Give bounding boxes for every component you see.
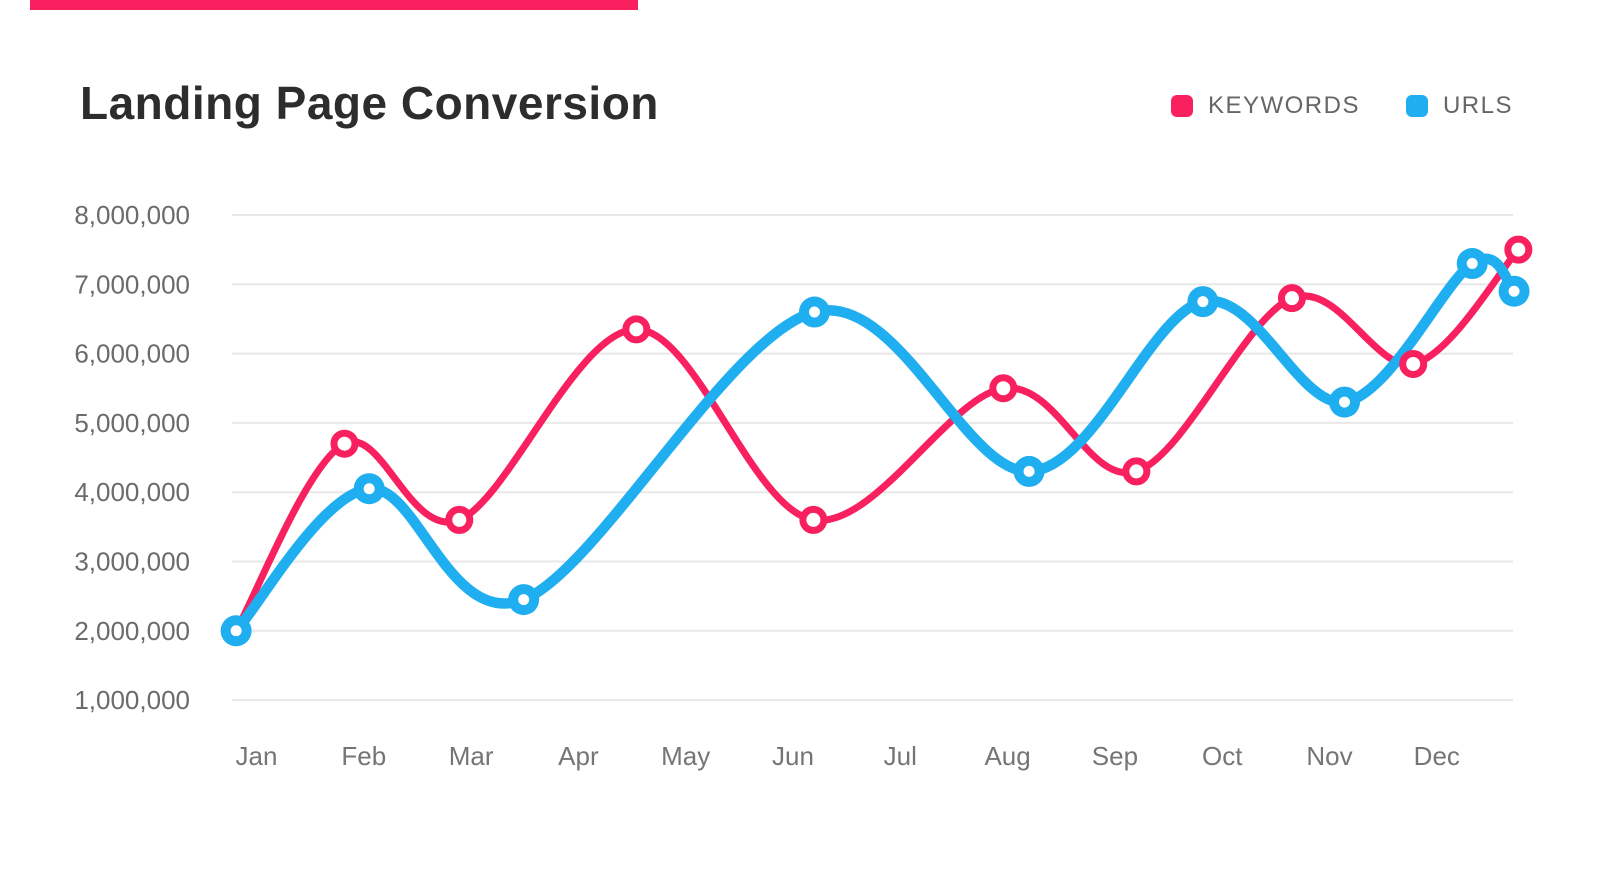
keywords-legend-label: KEYWORDS <box>1207 92 1360 119</box>
urls-point-marker-hole <box>1023 465 1035 477</box>
x-tick-label: Sep <box>1092 741 1138 771</box>
keywords-line <box>232 246 1522 635</box>
x-tick-label: Oct <box>1202 741 1243 771</box>
x-tick-label: Jul <box>884 741 917 771</box>
page-title: Landing Page Conversion <box>80 77 659 129</box>
keywords-point-marker <box>445 505 474 534</box>
keywords-point-marker <box>622 315 651 344</box>
urls-point-marker-hole <box>230 625 242 637</box>
x-tick-label: Jun <box>772 741 814 771</box>
x-tick-label: Mar <box>449 741 494 771</box>
y-tick-label: 5,000,000 <box>74 408 190 438</box>
urls-point-marker-hole <box>518 594 530 606</box>
y-tick-label: 1,000,000 <box>74 685 190 715</box>
urls-swatch <box>1405 95 1428 117</box>
urls-point-marker-hole <box>1197 296 1209 308</box>
y-tick-label: 4,000,000 <box>74 477 190 507</box>
keywords-point-marker <box>330 429 359 458</box>
keywords-point-marker <box>1277 284 1306 313</box>
x-tick-label: Dec <box>1414 741 1460 771</box>
y-tick-label: 7,000,000 <box>74 269 190 299</box>
urls-legend-label: URLS <box>1442 92 1513 119</box>
y-tick-label: 3,000,000 <box>74 547 190 577</box>
keywords-point-marker <box>799 505 828 534</box>
urls-point-marker-hole <box>1339 396 1351 408</box>
keywords-point-marker <box>1504 235 1533 264</box>
x-tick-label: Nov <box>1306 741 1352 771</box>
keywords-point-marker <box>1122 457 1151 486</box>
urls-line <box>230 253 1520 637</box>
x-tick-label: Aug <box>984 741 1030 771</box>
keywords-point-marker <box>1399 349 1428 378</box>
y-tick-label: 8,000,000 <box>74 200 190 230</box>
urls-point-marker-hole <box>1508 285 1520 297</box>
legend-item-keywords: KEYWORDS <box>1170 92 1360 120</box>
keywords-swatch <box>1170 95 1193 117</box>
x-tick-label: Jan <box>236 741 278 771</box>
x-tick-label: Apr <box>558 741 599 771</box>
keywords-point-marker <box>989 374 1018 403</box>
x-tick-label: Feb <box>341 741 386 771</box>
urls-point-marker-hole <box>808 306 820 318</box>
y-tick-label: 6,000,000 <box>74 339 190 369</box>
top-accent-bar <box>30 0 638 10</box>
y-tick-label: 2,000,000 <box>74 616 190 646</box>
x-tick-label: May <box>661 741 710 771</box>
urls-point-marker-hole <box>1466 258 1478 270</box>
urls-point-marker-hole <box>363 483 375 495</box>
legend-item-urls: URLS <box>1405 92 1513 120</box>
legend: KEYWORDS URLS <box>1170 92 1513 120</box>
